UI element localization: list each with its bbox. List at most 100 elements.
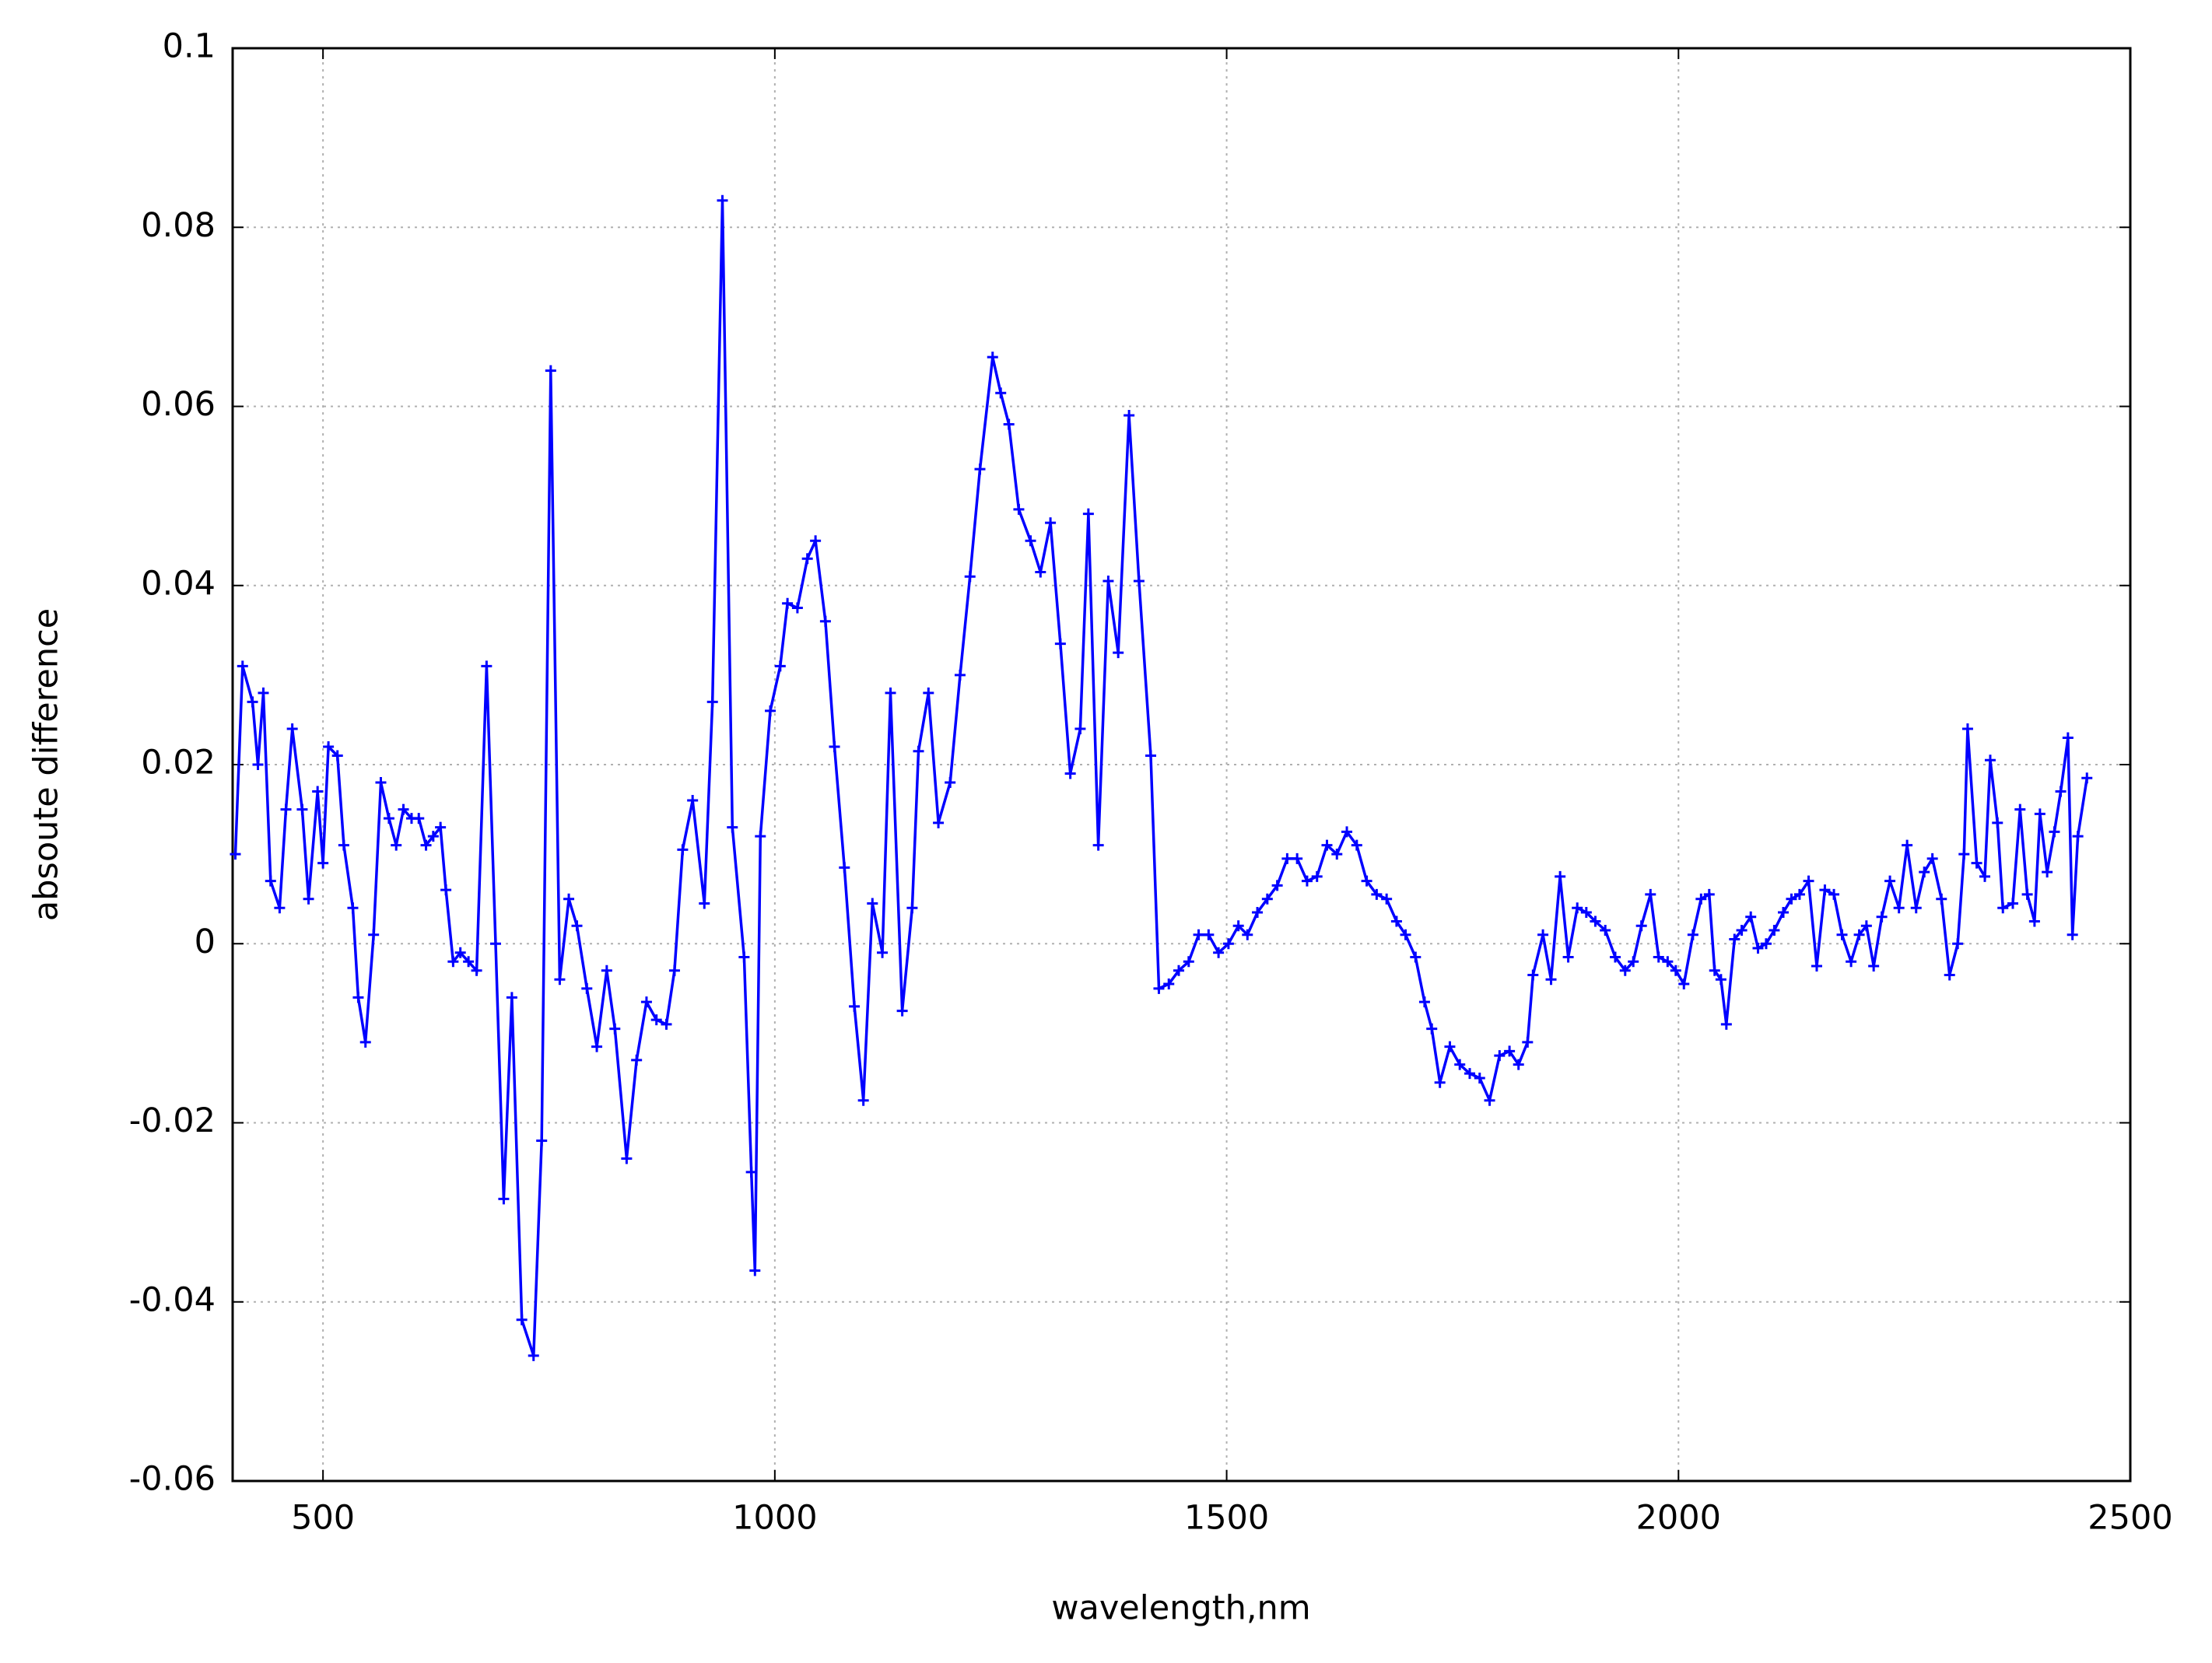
point-marker <box>506 992 517 1003</box>
point-marker <box>368 929 380 940</box>
y-tick-label: 0 <box>195 923 216 961</box>
point-marker <box>1545 974 1557 986</box>
point-marker <box>286 723 298 734</box>
point-marker <box>1474 1072 1485 1084</box>
point-marker <box>601 965 612 976</box>
point-marker <box>554 974 566 986</box>
point-marker <box>1769 924 1780 936</box>
point-marker <box>1926 853 1938 864</box>
point-marker <box>849 1000 861 1012</box>
point-marker <box>1645 888 1656 900</box>
point-marker <box>1390 916 1402 927</box>
point-marker <box>974 464 986 475</box>
point-marker <box>1271 880 1283 891</box>
point-marker <box>964 571 976 583</box>
point-marker <box>463 956 475 968</box>
point-marker <box>839 862 850 874</box>
point-marker <box>2081 772 2093 784</box>
point-marker <box>375 777 387 789</box>
point-marker <box>1454 1059 1466 1070</box>
point-marker <box>1958 849 1970 860</box>
point-marker <box>2062 732 2074 744</box>
point-marker <box>1952 938 1964 950</box>
point-marker <box>1163 979 1175 990</box>
point-marker <box>1720 1018 1732 1030</box>
point-marker <box>1102 575 1114 586</box>
point-marker <box>2014 803 2026 815</box>
point-marker <box>699 898 710 909</box>
point-marker <box>391 839 402 851</box>
point-marker <box>1828 888 1840 900</box>
point-marker <box>303 893 314 905</box>
point-marker <box>1979 870 1991 882</box>
x-tick-label: 2000 <box>1636 1499 1721 1538</box>
point-marker <box>528 1350 539 1361</box>
point-marker <box>609 1023 621 1035</box>
point-marker <box>280 803 292 815</box>
point-marker <box>1183 956 1194 968</box>
point-marker <box>1381 893 1393 905</box>
point-marker <box>435 821 447 833</box>
point-marker <box>1222 938 1234 950</box>
point-marker <box>906 902 918 914</box>
point-marker <box>359 1036 371 1048</box>
point-marker <box>1434 1077 1446 1088</box>
point-marker <box>1045 517 1057 529</box>
point-marker <box>1944 969 1955 981</box>
point-marker <box>867 898 878 909</box>
point-marker <box>489 938 501 950</box>
point-marker <box>661 1018 672 1030</box>
point-marker <box>1242 929 1253 940</box>
plot-frame <box>231 47 2132 1483</box>
point-marker <box>1035 566 1046 578</box>
point-marker <box>774 660 786 672</box>
point-marker <box>1064 768 1076 779</box>
point-marker <box>677 844 689 856</box>
point-marker <box>1082 508 1094 520</box>
point-marker <box>1074 723 1086 734</box>
point-marker <box>2034 808 2045 820</box>
point-marker <box>2049 826 2060 838</box>
point-marker <box>252 759 264 770</box>
point-marker <box>896 1005 908 1017</box>
point-marker <box>274 902 286 914</box>
point-marker <box>1537 929 1549 940</box>
y-tick-label: 0.08 <box>141 206 216 245</box>
point-marker <box>352 992 364 1003</box>
point-marker <box>857 1094 869 1106</box>
y-tick-label: -0.06 <box>129 1460 216 1499</box>
point-marker <box>1997 902 2009 914</box>
point-marker <box>1321 839 1333 851</box>
x-tick-label: 2500 <box>2088 1499 2172 1538</box>
point-marker <box>1678 979 1690 990</box>
point-marker <box>1884 875 1896 887</box>
y-tick-label: -0.02 <box>129 1101 216 1140</box>
y-tick-label: 0.02 <box>141 744 216 782</box>
point-marker <box>1984 754 1996 766</box>
point-marker <box>1173 965 1185 976</box>
data-line <box>233 200 2089 1357</box>
point-marker <box>1232 920 1244 932</box>
point-marker <box>331 750 343 761</box>
point-marker <box>877 947 889 958</box>
point-marker <box>471 965 482 976</box>
point-marker <box>755 831 766 842</box>
point-marker <box>1793 888 1805 900</box>
point-marker <box>481 660 493 672</box>
point-marker <box>383 813 394 824</box>
point-marker <box>1760 938 1772 950</box>
point-marker <box>498 1193 510 1205</box>
point-marker <box>1203 929 1215 940</box>
point-marker <box>230 849 241 860</box>
point-marker <box>640 996 652 1008</box>
point-marker <box>2042 867 2053 878</box>
point-marker <box>347 902 359 914</box>
point-marker <box>1860 920 1872 932</box>
point-marker <box>668 965 680 976</box>
point-marker <box>536 1135 548 1147</box>
point-marker <box>1811 961 1822 972</box>
point-marker <box>1252 906 1264 918</box>
point-marker <box>1572 902 1583 914</box>
point-marker <box>563 893 575 905</box>
